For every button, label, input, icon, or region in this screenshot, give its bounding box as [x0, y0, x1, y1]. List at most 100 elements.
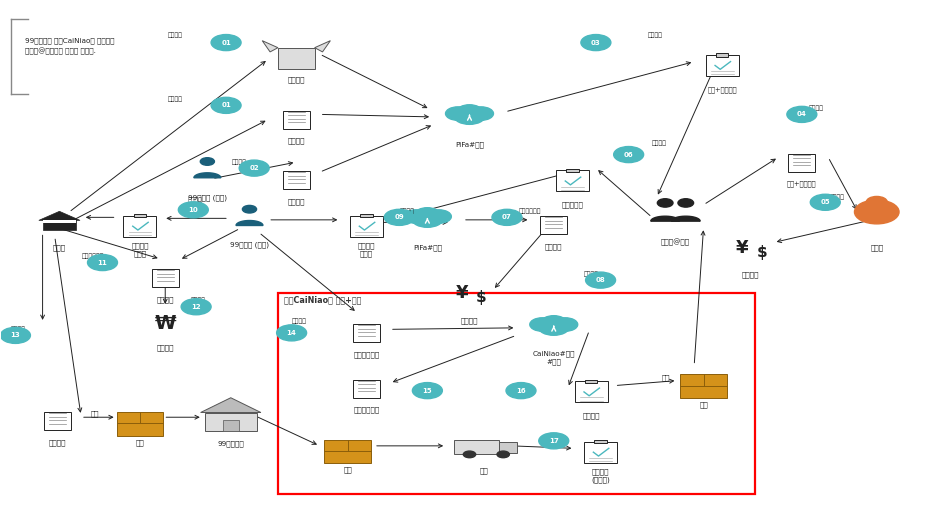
- FancyBboxPatch shape: [716, 54, 729, 57]
- Text: 14: 14: [286, 330, 297, 336]
- FancyBboxPatch shape: [540, 216, 567, 234]
- Text: 13: 13: [10, 332, 21, 338]
- FancyBboxPatch shape: [44, 412, 71, 430]
- Circle shape: [538, 319, 569, 335]
- Text: PiFa#주문: PiFa#주문: [413, 244, 442, 251]
- Text: 제시하다: 제시하다: [647, 33, 662, 38]
- Text: 운송통관명세: 운송통관명세: [353, 351, 379, 358]
- FancyBboxPatch shape: [116, 412, 163, 436]
- Text: 인보이스: 인보이스: [157, 296, 174, 302]
- FancyBboxPatch shape: [706, 55, 739, 76]
- Text: 상품: 상품: [135, 439, 145, 445]
- Circle shape: [211, 97, 241, 114]
- Text: 99퍼센트 (주문): 99퍼센트 (주문): [230, 242, 269, 248]
- Polygon shape: [671, 216, 700, 221]
- Circle shape: [445, 107, 470, 120]
- Text: 등록하다: 등록하다: [168, 33, 183, 38]
- Circle shape: [277, 325, 307, 341]
- FancyBboxPatch shape: [133, 214, 146, 217]
- Polygon shape: [651, 216, 680, 221]
- FancyBboxPatch shape: [361, 214, 373, 217]
- Polygon shape: [315, 41, 331, 52]
- Polygon shape: [201, 398, 261, 413]
- Circle shape: [242, 206, 256, 213]
- Polygon shape: [236, 221, 263, 225]
- Text: 도매주문서: 도매주문서: [562, 201, 583, 208]
- Text: 물품대금: 물품대금: [157, 344, 174, 351]
- Text: 12: 12: [192, 304, 201, 310]
- Polygon shape: [38, 211, 80, 220]
- Circle shape: [404, 210, 428, 223]
- Circle shape: [492, 209, 522, 225]
- FancyBboxPatch shape: [499, 441, 517, 453]
- FancyBboxPatch shape: [789, 154, 815, 172]
- Text: 15: 15: [423, 388, 432, 393]
- FancyBboxPatch shape: [350, 216, 383, 237]
- Circle shape: [854, 200, 899, 224]
- Text: 17: 17: [549, 438, 559, 444]
- Text: 출고명세
(판매상): 출고명세 (판매상): [592, 469, 610, 483]
- FancyBboxPatch shape: [556, 171, 589, 191]
- Circle shape: [181, 298, 211, 315]
- Text: 등록하다: 등록하다: [292, 318, 307, 324]
- Text: 07: 07: [502, 214, 512, 220]
- Circle shape: [178, 202, 208, 218]
- Text: 브랜드별
주문서: 브랜드별 주문서: [358, 243, 376, 257]
- Text: 제출하다: 제출하다: [10, 327, 25, 332]
- Circle shape: [586, 272, 616, 288]
- Text: 물품대금: 물품대금: [742, 272, 759, 278]
- Text: 99퍼센트는 菜鸟CaiNiao를 이용하여
판매상@중국에게 상품을 보낸다.: 99퍼센트는 菜鸟CaiNiao를 이용하여 판매상@중국에게 상품을 보낸다.: [24, 38, 115, 56]
- Circle shape: [87, 255, 117, 271]
- FancyBboxPatch shape: [205, 413, 257, 431]
- Text: 함께: 함께: [662, 375, 670, 381]
- Circle shape: [454, 108, 485, 124]
- Text: 09: 09: [394, 214, 404, 220]
- Polygon shape: [262, 41, 278, 52]
- Circle shape: [426, 210, 452, 223]
- FancyBboxPatch shape: [584, 442, 617, 463]
- FancyBboxPatch shape: [575, 381, 608, 402]
- Text: 상품: 상품: [344, 467, 352, 473]
- Circle shape: [539, 433, 569, 449]
- FancyBboxPatch shape: [283, 171, 310, 189]
- FancyBboxPatch shape: [353, 324, 380, 342]
- Polygon shape: [193, 173, 221, 178]
- Text: 10: 10: [189, 207, 198, 213]
- Circle shape: [200, 158, 214, 165]
- Text: 결제요정하다: 결제요정하다: [519, 209, 542, 214]
- Text: 브랜드별
주문서: 브랜드별 주문서: [131, 243, 148, 257]
- Text: 함께: 함께: [91, 410, 100, 417]
- Circle shape: [657, 199, 673, 207]
- Text: 지불하다: 지불하다: [584, 271, 599, 277]
- Text: 입고명세: 입고명세: [582, 413, 600, 419]
- Text: 99집하창고: 99집하창고: [218, 440, 244, 446]
- Text: 05: 05: [821, 199, 830, 205]
- Text: 02: 02: [250, 165, 259, 171]
- Text: 운송통관명세: 운송통관명세: [353, 407, 379, 413]
- FancyBboxPatch shape: [454, 440, 499, 455]
- Circle shape: [530, 318, 555, 331]
- Text: 물품대금: 물품대금: [461, 317, 478, 324]
- Text: 지불하다: 지불하다: [830, 194, 845, 200]
- Circle shape: [469, 107, 494, 120]
- Text: ₩: ₩: [155, 314, 176, 333]
- Text: CaiNiao#운송
#통관: CaiNiao#운송 #통관: [532, 350, 575, 365]
- FancyBboxPatch shape: [594, 440, 607, 443]
- FancyBboxPatch shape: [42, 220, 76, 223]
- Text: 주문하다
(수동): 주문하다 (수동): [188, 198, 203, 210]
- Circle shape: [384, 209, 414, 225]
- Text: 상품+소비가격: 상품+소비가격: [787, 180, 817, 187]
- Text: 편성하다: 편성하다: [232, 159, 247, 165]
- Text: 인보이스: 인보이스: [545, 243, 562, 250]
- Circle shape: [412, 383, 442, 398]
- Circle shape: [867, 196, 887, 208]
- Circle shape: [412, 211, 443, 227]
- Text: 99퍼센트 (상품): 99퍼센트 (상품): [188, 194, 227, 200]
- Text: 등록하다: 등록하다: [168, 96, 183, 102]
- Text: 도매가격: 도매가격: [287, 138, 305, 144]
- Text: 16: 16: [516, 388, 526, 393]
- FancyBboxPatch shape: [566, 169, 578, 172]
- FancyBboxPatch shape: [680, 374, 727, 398]
- Text: 브랜드: 브랜드: [53, 244, 66, 251]
- Text: 菜鸟CaiNiao로 운송+통관: 菜鸟CaiNiao로 운송+통관: [285, 295, 362, 304]
